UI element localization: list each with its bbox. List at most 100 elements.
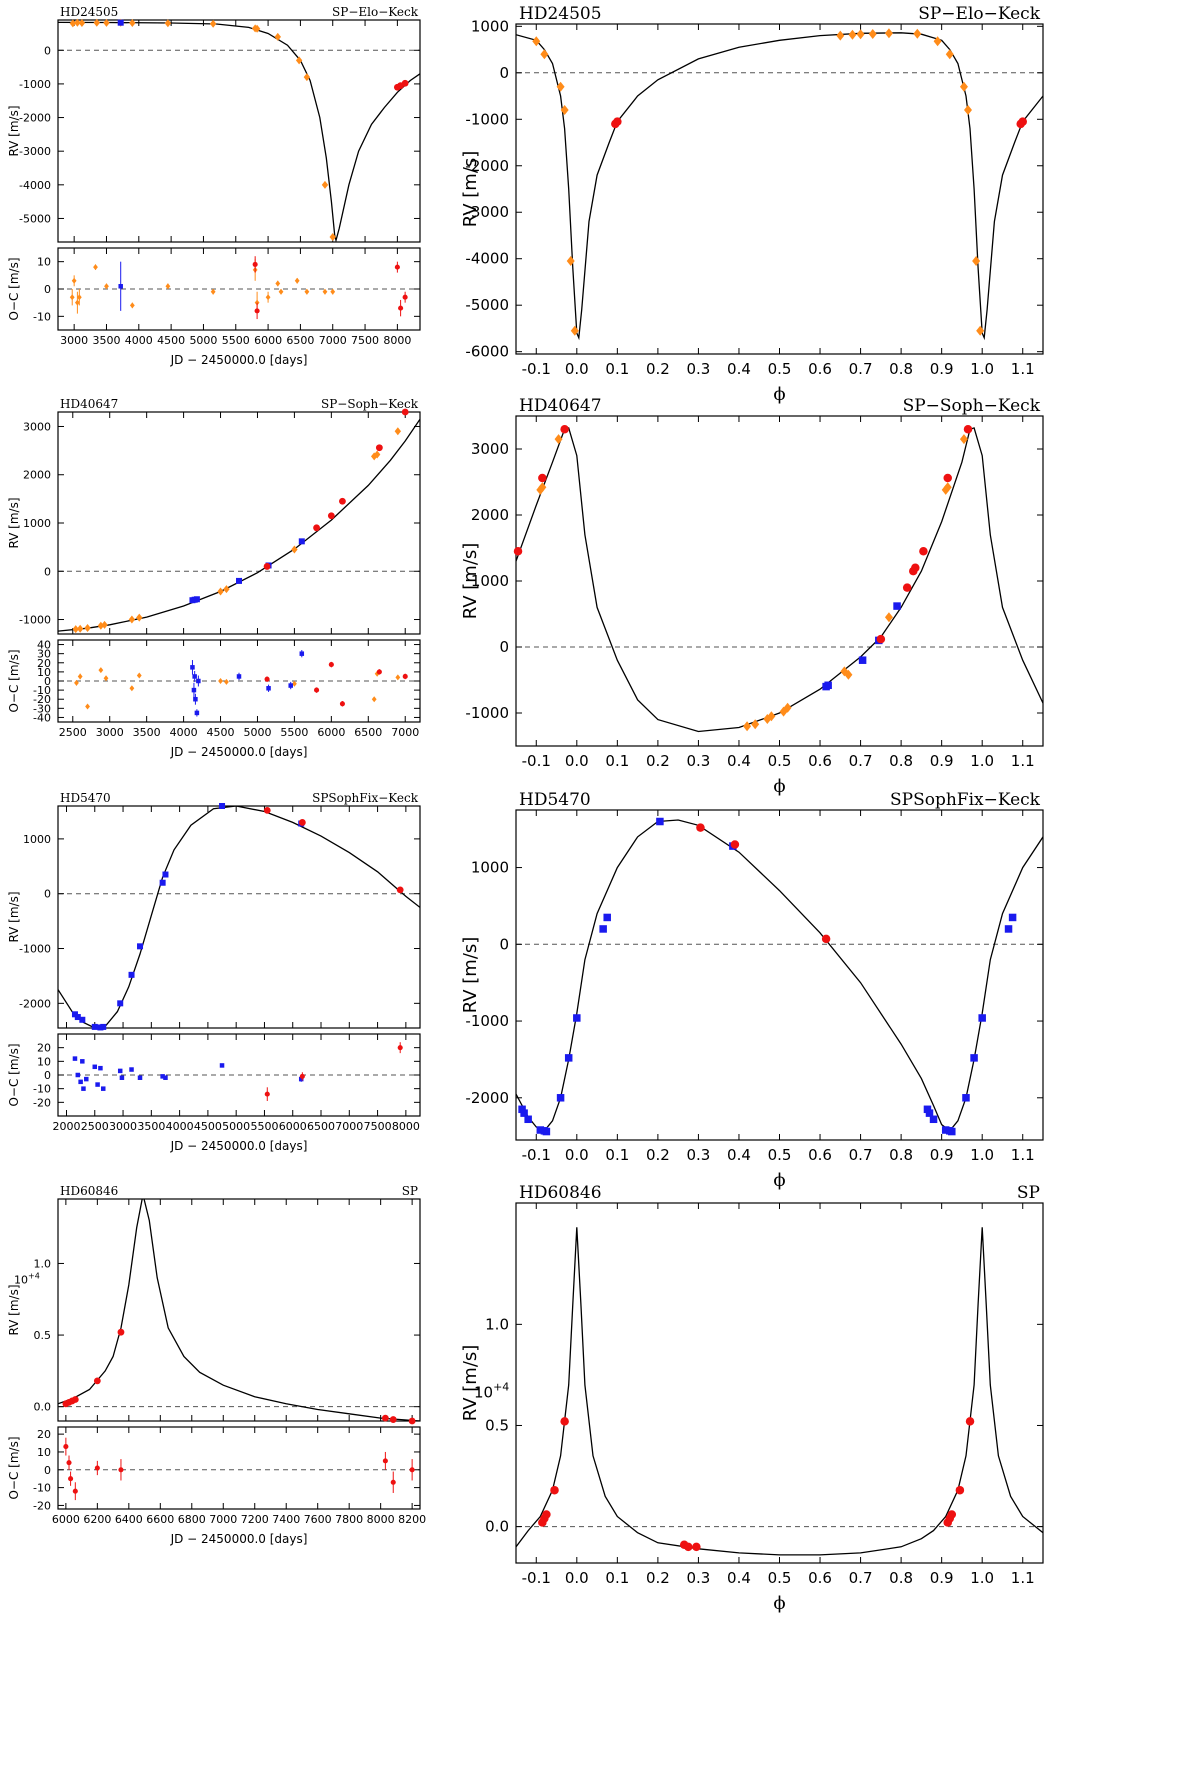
- time-rv-point: [209, 19, 217, 28]
- phase-rv-model-curve-1: [516, 427, 1043, 733]
- time-resid-xtick-label: 3500: [137, 1120, 165, 1133]
- phase-rv-point: [929, 1115, 938, 1124]
- phase-rv-xtick-label: 0.8: [889, 1146, 913, 1164]
- time-rv-ytick-label: -2000: [19, 997, 51, 1010]
- time-resid-ytick-label: -10: [33, 310, 51, 323]
- resid-point: [192, 674, 197, 679]
- time-rv-ytick-label: 0: [44, 888, 51, 901]
- phase-rv-point: [970, 1054, 978, 1062]
- phase-rv-point: [919, 547, 928, 556]
- resid-point: [136, 672, 142, 679]
- time-rv-ylabel: RV [m/s]: [7, 105, 21, 156]
- phase-model-label: SP: [1017, 1183, 1040, 1203]
- time-rv-point: [321, 180, 329, 189]
- resid-point: [330, 288, 336, 295]
- resid-point: [394, 264, 400, 270]
- time-resid-ytick-label: 0: [44, 283, 51, 296]
- resid-point: [390, 1479, 396, 1485]
- phase-rv-point: [925, 1109, 934, 1117]
- time-resid-xtick-label: 4500: [157, 334, 185, 347]
- phase-rv-xtick-label: 0.9: [930, 1569, 954, 1587]
- time-resid-xtick-label: 7400: [272, 1513, 300, 1526]
- phase-rv-xtick-label: 1.1: [1011, 752, 1035, 770]
- time-rv-ylabel: RV [m/s]: [7, 1284, 21, 1335]
- time-rv-point: [100, 1023, 107, 1030]
- time-resid-ytick-label: 0: [44, 675, 51, 688]
- phase-rv-point: [976, 325, 985, 336]
- time-resid-ytick-label: -30: [33, 702, 51, 715]
- phase-rv-point: [978, 1014, 986, 1022]
- phase-rv-point: [972, 256, 981, 267]
- time-rv-point: [117, 1000, 124, 1007]
- phase-rv-ytick-label: -3000: [465, 203, 509, 221]
- time-rv-point: [298, 819, 306, 826]
- phase-rv-ytick-label: -1000: [465, 110, 509, 128]
- resid-point: [219, 1063, 225, 1068]
- time-resid-xtick-label: 6000: [279, 1120, 307, 1133]
- time-resid-xtick-label: 6000: [254, 334, 282, 347]
- phase-rv-point: [893, 602, 901, 610]
- resid-point: [93, 264, 98, 271]
- time-rv-point: [253, 24, 261, 33]
- phase-rv-point: [536, 1126, 545, 1134]
- phase-rv-point: [573, 1014, 581, 1022]
- time-rv-point: [136, 613, 143, 622]
- time-resid-xtick-label: 7600: [304, 1513, 332, 1526]
- phase-rv-point: [570, 325, 579, 336]
- phase-rv-point: [696, 823, 705, 832]
- time-rv-point: [79, 1016, 86, 1023]
- phase-rv-point: [538, 482, 547, 493]
- phase-rv-frame: [515, 415, 1044, 747]
- resid-point: [129, 685, 135, 692]
- time-rv-point: [93, 1377, 101, 1385]
- resid-point: [129, 1067, 134, 1072]
- time-resid-xtick-label: 2500: [81, 1120, 109, 1133]
- resid-point: [104, 283, 109, 290]
- phase-rv-point: [884, 28, 893, 39]
- phase-rv-ytick-label: 1.0: [485, 1315, 509, 1333]
- phase-star-label: HD40647: [519, 396, 602, 416]
- phase-rv-point: [959, 434, 968, 445]
- time-resid-ytick-label: 20: [37, 657, 51, 670]
- phase-star-label: HD24505: [519, 4, 602, 24]
- phase-rv-frame: [515, 809, 1044, 1141]
- time-rv-ytick-label: 0: [44, 565, 51, 578]
- time-resid-xtick-label: 7000: [391, 726, 419, 739]
- phase-xlabel: ϕ: [773, 384, 785, 405]
- resid-point: [193, 696, 198, 702]
- resid-point: [165, 283, 171, 290]
- phase-rv-xtick-label: 0.7: [849, 1146, 873, 1164]
- time-resid-xtick-label: 3500: [133, 726, 161, 739]
- resid-point: [76, 294, 82, 301]
- phase-rv-point: [550, 1485, 559, 1495]
- time-resid-xtick-label: 5000: [189, 334, 217, 347]
- phase-rv-xtick-label: 1.0: [970, 1146, 994, 1164]
- resid-point: [304, 288, 310, 295]
- phase-rv-xtick-label: 0.5: [768, 1146, 792, 1164]
- phase-rv-point: [824, 681, 832, 690]
- time-rv-point: [74, 18, 81, 27]
- time-star-label: HD24505: [60, 5, 118, 19]
- phase-rv-point: [560, 424, 569, 434]
- time-rv-point: [69, 19, 77, 28]
- time-resid-xtick-label: 6000: [317, 726, 345, 739]
- time-rv-point: [274, 32, 281, 41]
- resid-point: [95, 1082, 100, 1087]
- time-rv-point: [401, 79, 409, 87]
- time-rv-point: [76, 624, 84, 633]
- phase-rv-xtick-label: 1.0: [970, 360, 994, 378]
- resid-point: [275, 280, 281, 287]
- phase-rv-xtick-label: 0.2: [646, 1569, 670, 1587]
- time-rv-ytick-label: 2000: [23, 469, 51, 482]
- phase-rv-point: [963, 424, 973, 434]
- phase-rv-xtick-label: 0.9: [930, 360, 954, 378]
- time-resid-ytick-label: 10: [37, 1446, 51, 1459]
- phase-rv-point: [513, 547, 523, 556]
- time-resid-ylabel: O−C [m/s]: [7, 1043, 21, 1106]
- time-resid-ytick-label: -20: [33, 1499, 51, 1512]
- phase-rv-xtick-label: 0.1: [605, 752, 629, 770]
- time-resid-xtick-label: 4000: [125, 334, 153, 347]
- time-rv-frame: [57, 805, 421, 1029]
- time-resid-xtick-label: 6500: [286, 334, 314, 347]
